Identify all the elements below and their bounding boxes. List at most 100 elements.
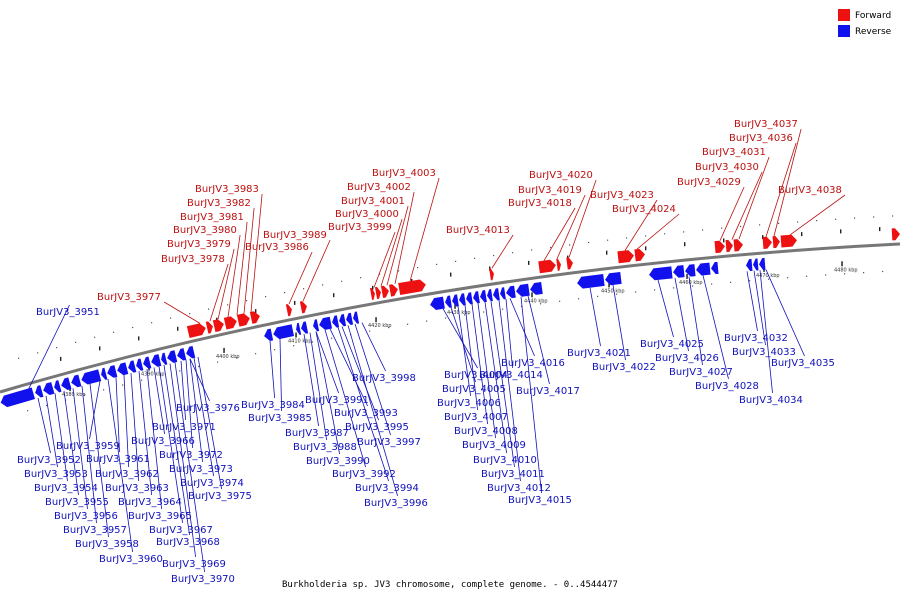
forward-gene-arrow[interactable] bbox=[556, 258, 562, 271]
gene-label[interactable]: BurJV3_3974 bbox=[180, 478, 244, 489]
reverse-gene-arrow[interactable] bbox=[34, 385, 44, 398]
gene-label[interactable]: BurJV3_4018 bbox=[508, 198, 572, 209]
reverse-gene-arrow[interactable] bbox=[53, 380, 62, 393]
reverse-gene-arrow[interactable] bbox=[345, 312, 354, 326]
forward-gene-arrow[interactable] bbox=[566, 257, 573, 270]
legend-item-forward[interactable]: Forward bbox=[838, 9, 891, 21]
gene-label[interactable]: BurJV3_3961 bbox=[86, 454, 150, 465]
forward-gene-arrow[interactable] bbox=[299, 300, 308, 314]
forward-gene-arrow[interactable] bbox=[538, 259, 556, 274]
gene-label[interactable]: BurJV3_3979 bbox=[167, 239, 231, 250]
gene-label[interactable]: BurJV3_3978 bbox=[161, 254, 225, 265]
gene-label[interactable]: BurJV3_4002 bbox=[347, 182, 411, 193]
gene-label[interactable]: BurJV3_4005 bbox=[442, 384, 506, 395]
gene-label[interactable]: BurJV3_3965 bbox=[128, 511, 192, 522]
gene-label[interactable]: BurJV3_3959 bbox=[56, 441, 120, 452]
reverse-gene-arrow[interactable] bbox=[176, 348, 187, 362]
forward-gene-arrow[interactable] bbox=[725, 239, 733, 253]
reverse-gene-arrow[interactable] bbox=[106, 365, 118, 379]
gene-label[interactable]: BurJV3_3970 bbox=[171, 574, 235, 585]
reverse-gene-arrow[interactable] bbox=[710, 261, 719, 275]
gene-label[interactable]: BurJV3_3980 bbox=[173, 225, 237, 236]
forward-gene-arrow[interactable] bbox=[714, 240, 725, 254]
gene-label[interactable]: BurJV3_3953 bbox=[24, 469, 88, 480]
gene-label[interactable]: BurJV3_4014 bbox=[479, 370, 543, 381]
gene-label[interactable]: BurJV3_4007 bbox=[444, 412, 508, 423]
gene-label[interactable]: BurJV3_3989 bbox=[263, 230, 327, 241]
reverse-gene-arrow[interactable] bbox=[185, 345, 196, 360]
forward-gene-arrow[interactable] bbox=[762, 236, 773, 249]
gene-label[interactable]: BurJV3_3997 bbox=[357, 437, 421, 448]
gene-label[interactable]: BurJV3_3968 bbox=[156, 537, 220, 548]
gene-label[interactable]: BurJV3_3993 bbox=[334, 408, 398, 419]
forward-gene-arrow[interactable] bbox=[236, 312, 251, 327]
forward-gene-arrow[interactable] bbox=[733, 239, 743, 252]
gene-label[interactable]: BurJV3_4028 bbox=[695, 381, 759, 392]
gene-label[interactable]: BurJV3_4024 bbox=[612, 204, 676, 215]
reverse-gene-arrow[interactable] bbox=[318, 316, 333, 331]
reverse-gene-arrow[interactable] bbox=[492, 288, 500, 301]
reverse-gene-arrow[interactable] bbox=[60, 377, 72, 391]
gene-label[interactable]: BurJV3_4003 bbox=[372, 168, 436, 179]
gene-label[interactable]: BurJV3_3952 bbox=[17, 455, 81, 466]
forward-gene-arrow[interactable] bbox=[398, 279, 427, 295]
reverse-gene-arrow[interactable] bbox=[166, 350, 178, 364]
gene-label[interactable]: BurJV3_3956 bbox=[54, 511, 118, 522]
gene-label[interactable]: BurJV3_3986 bbox=[245, 242, 309, 253]
reverse-gene-arrow[interactable] bbox=[263, 328, 274, 342]
gene-label[interactable]: BurJV3_4000 bbox=[335, 209, 399, 220]
gene-label[interactable]: BurJV3_4027 bbox=[669, 367, 733, 378]
gene-label[interactable]: BurJV3_3977 bbox=[97, 292, 161, 303]
gene-label[interactable]: BurJV3_3962 bbox=[95, 469, 159, 480]
reverse-gene-arrow[interactable] bbox=[429, 296, 445, 311]
gene-label[interactable]: BurJV3_4030 bbox=[695, 162, 759, 173]
gene-label[interactable]: BurJV3_4012 bbox=[487, 483, 551, 494]
reverse-gene-arrow[interactable] bbox=[759, 257, 766, 271]
gene-label[interactable]: BurJV3_3951 bbox=[36, 307, 100, 318]
gene-label[interactable]: BurJV3_4033 bbox=[732, 347, 796, 358]
reverse-gene-arrow[interactable] bbox=[486, 289, 493, 302]
gene-label[interactable]: BurJV3_4034 bbox=[739, 395, 803, 406]
gene-label[interactable]: BurJV3_3991 bbox=[305, 395, 369, 406]
reverse-gene-arrow[interactable] bbox=[444, 295, 452, 308]
gene-label[interactable]: BurJV3_4010 bbox=[473, 455, 537, 466]
reverse-gene-arrow[interactable] bbox=[160, 352, 168, 366]
gene-label[interactable]: BurJV3_4020 bbox=[529, 170, 593, 181]
reverse-gene-arrow[interactable] bbox=[42, 382, 55, 396]
reverse-gene-arrow[interactable] bbox=[150, 354, 162, 368]
forward-gene-arrow[interactable] bbox=[634, 248, 645, 262]
reverse-gene-arrow[interactable] bbox=[100, 367, 108, 381]
forward-gene-arrow[interactable] bbox=[891, 228, 900, 241]
gene-label[interactable]: BurJV3_4035 bbox=[771, 358, 835, 369]
reverse-gene-arrow[interactable] bbox=[0, 387, 35, 409]
reverse-gene-arrow[interactable] bbox=[352, 311, 360, 325]
gene-label[interactable]: BurJV3_3988 bbox=[293, 442, 357, 453]
forward-gene-arrow[interactable] bbox=[186, 322, 207, 338]
reverse-gene-arrow[interactable] bbox=[300, 321, 309, 334]
gene-label[interactable]: BurJV3_4011 bbox=[481, 469, 545, 480]
reverse-gene-arrow[interactable] bbox=[135, 358, 144, 372]
gene-label[interactable]: BurJV3_3985 bbox=[248, 413, 312, 424]
gene-label[interactable]: BurJV3_3969 bbox=[162, 559, 226, 570]
gene-label[interactable]: BurJV3_3972 bbox=[159, 450, 223, 461]
gene-label[interactable]: BurJV3_4001 bbox=[341, 196, 405, 207]
forward-gene-arrow[interactable] bbox=[374, 286, 382, 300]
gene-label[interactable]: BurJV3_3966 bbox=[131, 436, 195, 447]
reverse-gene-arrow[interactable] bbox=[458, 293, 466, 306]
gene-label[interactable]: BurJV3_3994 bbox=[355, 483, 419, 494]
reverse-gene-arrow[interactable] bbox=[127, 360, 137, 373]
reverse-gene-arrow[interactable] bbox=[576, 273, 605, 289]
gene-label[interactable]: BurJV3_4029 bbox=[677, 177, 741, 188]
gene-label[interactable]: BurJV3_4013 bbox=[446, 225, 510, 236]
gene-label[interactable]: BurJV3_3982 bbox=[187, 198, 251, 209]
gene-label[interactable]: BurJV3_4038 bbox=[778, 185, 842, 196]
reverse-gene-arrow[interactable] bbox=[515, 283, 530, 298]
legend-item-reverse[interactable]: Reverse bbox=[838, 25, 892, 37]
forward-gene-arrow[interactable] bbox=[212, 318, 225, 333]
gene-label[interactable]: BurJV3_3967 bbox=[149, 525, 213, 536]
forward-gene-arrow[interactable] bbox=[223, 315, 238, 330]
gene-label[interactable]: BurJV3_3981 bbox=[180, 212, 244, 223]
gene-label[interactable]: BurJV3_3954 bbox=[34, 483, 98, 494]
gene-label[interactable]: BurJV3_3995 bbox=[345, 422, 409, 433]
gene-label[interactable]: BurJV3_4017 bbox=[516, 386, 580, 397]
